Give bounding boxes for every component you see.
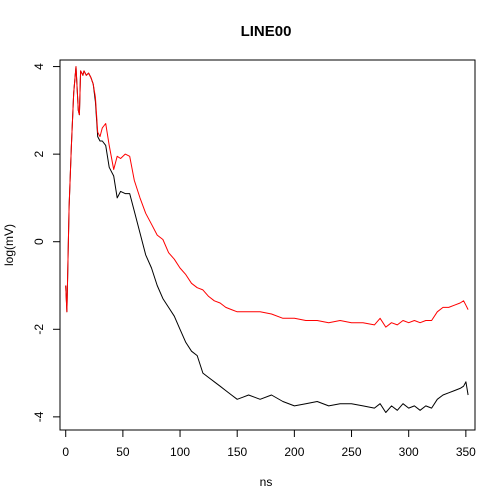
series-line-1 [65,66,469,328]
y-tick-label: 2 [32,150,46,157]
x-tick-label: 150 [227,445,247,459]
y-tick-label: 0 [32,238,46,245]
x-tick-label: 50 [116,445,130,459]
x-tick-label: 300 [399,445,419,459]
x-tick-label: 100 [170,445,190,459]
x-tick-label: 0 [62,445,69,459]
y-tick-label: -4 [32,411,46,422]
x-tick-label: 200 [284,445,304,459]
y-tick-label: 4 [32,63,46,70]
x-axis: 0 50 100 150 200 250 300 350 [62,429,476,459]
y-axis: -4 -2 0 2 4 [32,63,61,422]
x-tick-label: 350 [456,445,476,459]
series-layer [65,66,469,413]
y-tick-label: -2 [32,324,46,335]
chart-title: LINE00 [241,23,292,40]
x-axis-label: ns [260,475,273,489]
x-tick-label: 250 [342,445,362,459]
y-axis-label: log(mV) [2,224,16,266]
